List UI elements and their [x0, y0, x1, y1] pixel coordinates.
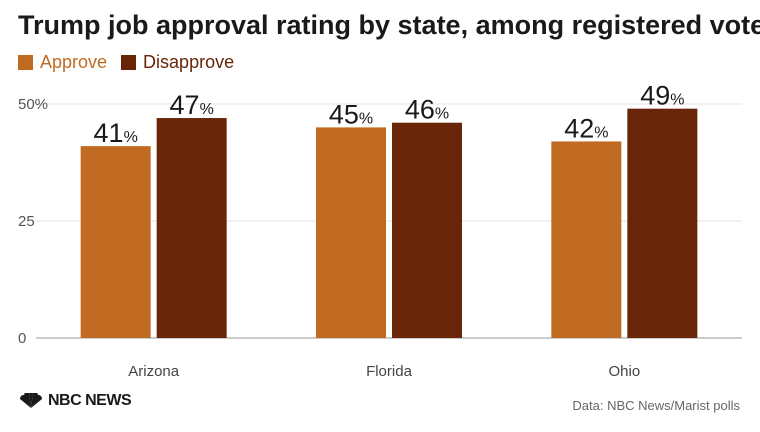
- bar: [80, 146, 151, 338]
- legend-label-disapprove: Disapprove: [143, 52, 235, 72]
- data-label: 49%: [640, 81, 684, 111]
- x-tick-label: Arizona: [128, 363, 180, 380]
- data-label: 41%: [94, 118, 138, 148]
- y-tick-label: 50%: [18, 96, 48, 113]
- peacock-icon: [19, 393, 43, 408]
- x-tick-label: Ohio: [608, 363, 640, 380]
- nbc-news-logo: NBC NEWS: [18, 392, 132, 410]
- data-label: 46%: [405, 95, 449, 125]
- legend-swatch-disapprove: [121, 55, 137, 70]
- y-tick-label: 0: [18, 330, 26, 347]
- y-tick-label: 25: [18, 213, 35, 230]
- bar: [156, 118, 227, 338]
- legend-item-disapprove: Disapprove: [121, 52, 234, 73]
- bar: [392, 122, 462, 338]
- legend-label-approve: Approve: [40, 52, 108, 72]
- data-label: 45%: [329, 99, 373, 129]
- x-tick-label: Florida: [366, 363, 413, 380]
- legend-swatch-approve: [18, 55, 33, 70]
- data-label: 47%: [170, 90, 214, 120]
- chart-legend: Approve Disapprove: [18, 52, 234, 73]
- source-note: Data: NBC News/Marist polls: [572, 398, 740, 413]
- bar: [551, 141, 622, 338]
- logo-text: NBC NEWS: [48, 392, 132, 409]
- bar: [316, 127, 386, 339]
- bar: [627, 108, 698, 339]
- legend-item-approve: Approve: [18, 52, 107, 73]
- chart-title: Trump job approval rating by state, amon…: [18, 10, 760, 40]
- data-label: 42%: [564, 113, 608, 143]
